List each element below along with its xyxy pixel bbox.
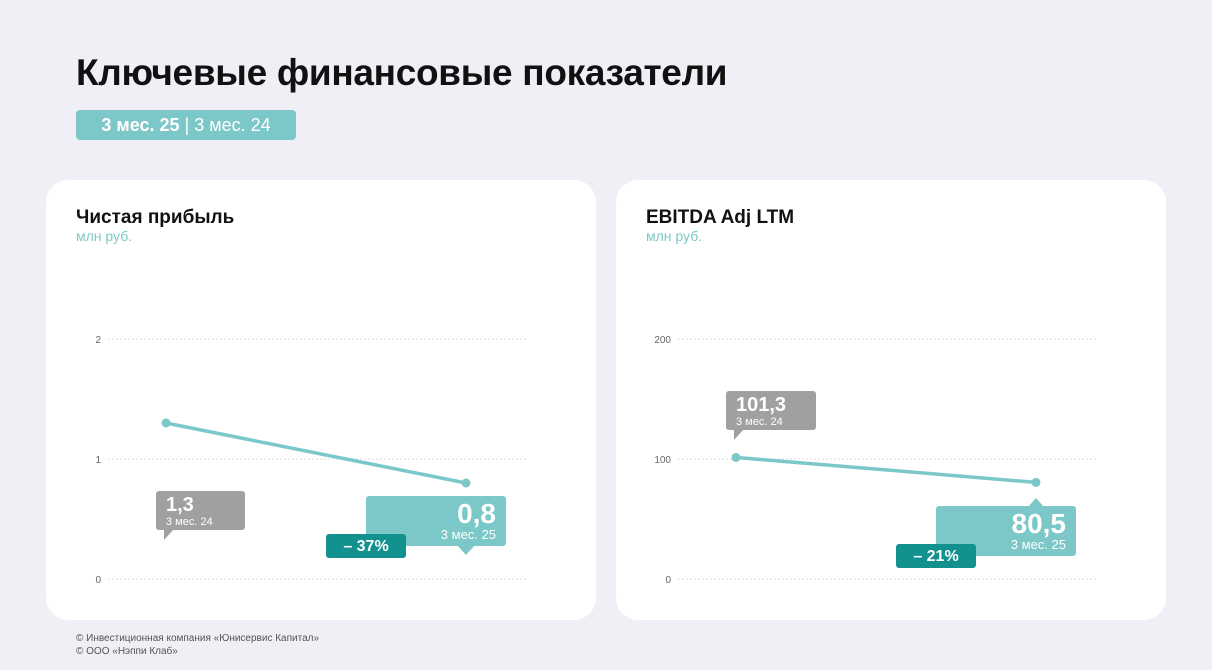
- ebitda-card: EBITDA Adj LTM млн руб. 0 100 200 101,3 3 ме…: [616, 180, 1166, 620]
- label-box: [726, 391, 816, 430]
- y-tick-label: 0: [95, 575, 101, 586]
- net-profit-card: Чистая прибыль млн руб. 0 1 2 1,3 3 мес. 24 0…: [46, 180, 596, 620]
- y-tick-label: 2: [95, 335, 101, 346]
- data-point: [731, 452, 741, 462]
- label-tail: [734, 429, 744, 440]
- label-tail: [457, 545, 475, 555]
- footer-copyright-1: © Инвестиционная компания «Юнисервис Кап…: [76, 633, 320, 644]
- card-unit: млн руб.: [646, 228, 703, 244]
- label-box: [366, 496, 506, 546]
- data-label-value: 101,3: [736, 394, 786, 416]
- card-title: EBITDA Adj LTM: [646, 207, 795, 228]
- data-label-value: 1,3: [166, 494, 194, 516]
- y-tick-label: 200: [654, 335, 671, 346]
- badge-box: [896, 544, 976, 568]
- page-title: Ключевые финансовые показатели: [76, 52, 728, 93]
- data-label-current: 0,83 мес. 25: [366, 496, 506, 555]
- change-badge: – 21%: [896, 544, 976, 568]
- card-unit: млн руб.: [76, 228, 133, 244]
- data-label-value: 0,8: [457, 498, 496, 529]
- card-title: Чистая прибыль: [76, 207, 235, 228]
- change-label: – 21%: [913, 548, 958, 565]
- period-legend: 3 мес. 25 | 3 мес. 24: [76, 110, 296, 140]
- change-badge: – 37%: [326, 534, 406, 558]
- period-previous: 3 мес. 24: [194, 114, 271, 135]
- data-label-current: 80,53 мес. 25: [936, 498, 1076, 556]
- period-separator: |: [184, 114, 190, 135]
- footer-copyright-2: © ООО «Нэппи Клаб»: [76, 646, 178, 657]
- change-label: – 37%: [343, 538, 388, 555]
- footer: © Инвестиционная компания «Юнисервис Кап…: [76, 632, 319, 658]
- badge-box: [326, 534, 406, 558]
- label-box: [156, 491, 245, 530]
- y-tick-label: 1: [95, 455, 101, 466]
- data-label-period: 3 мес. 25: [441, 527, 496, 542]
- data-point: [1031, 477, 1041, 487]
- period-current: 3 мес. 25: [101, 114, 180, 135]
- series-line: [164, 421, 468, 485]
- data-label-period: 3 мес. 24: [166, 516, 213, 528]
- label-tail: [1028, 498, 1044, 507]
- data-label-period: 3 мес. 24: [736, 416, 783, 428]
- data-label-previous: 1,33 мес. 24: [156, 491, 245, 540]
- data-point: [461, 478, 471, 488]
- data-point: [161, 418, 171, 428]
- series-line: [734, 455, 1038, 485]
- data-label-period: 3 мес. 25: [1011, 537, 1066, 552]
- data-label-previous: 101,33 мес. 24: [726, 391, 816, 440]
- y-tick-label: 0: [665, 575, 671, 586]
- y-tick-label: 100: [654, 455, 671, 466]
- label-tail: [164, 529, 174, 540]
- label-box: [936, 506, 1076, 556]
- data-label-value: 80,5: [1012, 508, 1067, 539]
